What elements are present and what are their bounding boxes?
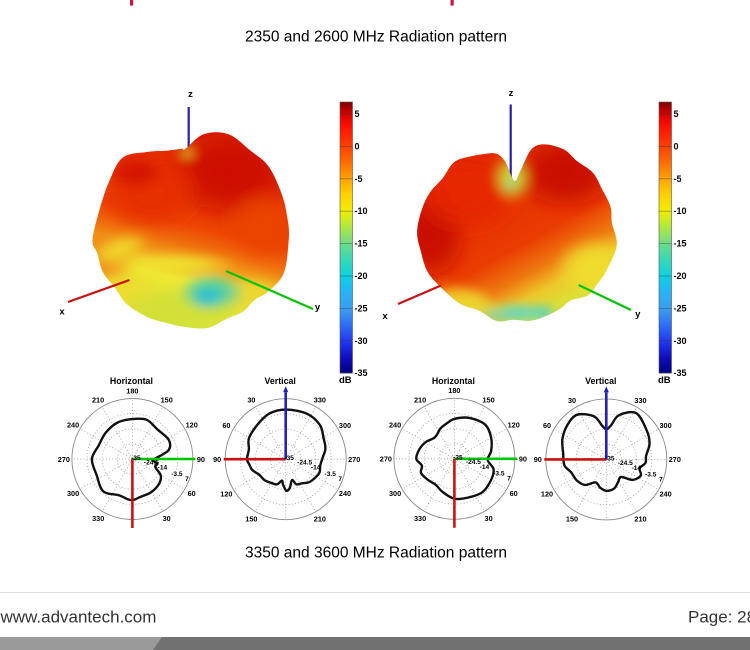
svg-text:120: 120	[220, 489, 232, 498]
svg-text:-14: -14	[632, 465, 642, 472]
svg-text:-35: -35	[453, 455, 463, 462]
svg-text:330: 330	[92, 514, 104, 523]
svg-text:300: 300	[339, 421, 351, 430]
svg-text:150: 150	[161, 396, 173, 405]
svg-text:-35: -35	[355, 368, 368, 378]
svg-text:60: 60	[222, 421, 230, 430]
svg-text:dB: dB	[339, 375, 352, 386]
svg-text:-25: -25	[355, 303, 368, 313]
svg-text:60: 60	[543, 421, 551, 430]
svg-text:270: 270	[669, 455, 681, 464]
svg-text:-30: -30	[355, 336, 368, 346]
svg-text:7: 7	[338, 476, 342, 483]
svg-text:120: 120	[541, 489, 553, 498]
svg-text:120: 120	[186, 421, 198, 430]
svg-text:0: 0	[355, 141, 360, 151]
svg-text:7: 7	[659, 476, 663, 483]
svg-text:-3.5: -3.5	[171, 471, 183, 478]
svg-text:-3.5: -3.5	[645, 471, 657, 478]
svg-text:-10: -10	[674, 206, 687, 216]
svg-text:Horizontal: Horizontal	[432, 376, 475, 386]
svg-text:330: 330	[314, 396, 326, 405]
svg-text:-3.5: -3.5	[493, 471, 505, 478]
svg-text:120: 120	[508, 420, 520, 429]
svg-text:-25: -25	[674, 303, 687, 313]
svg-text:-5: -5	[674, 174, 682, 184]
svg-text:30: 30	[485, 514, 493, 523]
svg-text:-24.5: -24.5	[466, 459, 481, 466]
svg-text:60: 60	[188, 489, 196, 498]
svg-text:30: 30	[163, 514, 171, 523]
svg-text:270: 270	[380, 455, 392, 464]
svg-text:-30: -30	[674, 336, 687, 346]
svg-text:30: 30	[247, 396, 255, 405]
svg-text:z: z	[509, 88, 514, 99]
svg-text:240: 240	[389, 420, 401, 429]
svg-text:-14: -14	[158, 464, 168, 471]
svg-text:30: 30	[568, 396, 576, 405]
svg-text:Horizontal: Horizontal	[110, 376, 153, 386]
svg-text:Vertical: Vertical	[585, 376, 616, 386]
svg-text:210: 210	[92, 396, 104, 405]
svg-text:y: y	[315, 302, 321, 313]
svg-text:x: x	[382, 311, 388, 322]
svg-text:210: 210	[414, 395, 426, 404]
svg-text:240: 240	[67, 421, 79, 430]
svg-text:www.advantech.com: www.advantech.com	[0, 608, 156, 627]
svg-text:-35: -35	[284, 455, 294, 462]
svg-text:180: 180	[448, 386, 460, 395]
svg-text:dB: dB	[658, 375, 671, 386]
svg-text:2350 and 2600 MHz Radiation pa: 2350 and 2600 MHz Radiation pattern	[245, 29, 507, 46]
svg-text:5: 5	[355, 109, 360, 119]
svg-text:Vertical: Vertical	[265, 376, 296, 386]
svg-text:300: 300	[660, 421, 672, 430]
svg-text:-35: -35	[605, 455, 615, 462]
svg-text:7: 7	[507, 476, 511, 483]
svg-text:-35: -35	[674, 368, 687, 378]
svg-text:180: 180	[126, 386, 138, 395]
svg-text:90: 90	[534, 455, 542, 464]
svg-text:-24.5: -24.5	[618, 460, 633, 467]
svg-text:-24.5: -24.5	[144, 459, 159, 466]
svg-text:-35: -35	[131, 455, 141, 462]
svg-text:300: 300	[389, 489, 401, 498]
svg-text:-14: -14	[480, 464, 490, 471]
svg-text:-10: -10	[355, 206, 368, 216]
svg-text:-14: -14	[311, 465, 321, 472]
svg-text:150: 150	[245, 514, 257, 523]
svg-text:60: 60	[510, 489, 518, 498]
svg-text:5: 5	[674, 109, 679, 119]
svg-text:270: 270	[348, 455, 360, 464]
svg-text:330: 330	[414, 514, 426, 523]
svg-text:-15: -15	[355, 239, 368, 249]
svg-text:210: 210	[634, 515, 646, 524]
svg-text:150: 150	[483, 395, 495, 404]
svg-text:-15: -15	[674, 239, 687, 249]
svg-text:210: 210	[314, 514, 326, 523]
svg-text:-20: -20	[355, 271, 368, 281]
svg-text:150: 150	[566, 515, 578, 524]
svg-text:Page: 28: Page: 28	[688, 608, 750, 627]
svg-text:-3.5: -3.5	[325, 471, 337, 478]
svg-text:90: 90	[197, 455, 205, 464]
svg-text:330: 330	[634, 396, 646, 405]
svg-text:z: z	[188, 89, 193, 100]
svg-text:0: 0	[674, 141, 679, 151]
svg-text:x: x	[59, 307, 65, 318]
svg-text:y: y	[635, 309, 641, 320]
svg-text:240: 240	[660, 489, 672, 498]
svg-text:270: 270	[58, 455, 70, 464]
svg-text:300: 300	[67, 489, 79, 498]
svg-text:-5: -5	[355, 174, 363, 184]
svg-text:-24.5: -24.5	[297, 460, 312, 467]
svg-text:240: 240	[339, 489, 351, 498]
svg-text:-20: -20	[674, 271, 687, 281]
svg-text:90: 90	[519, 455, 527, 464]
svg-text:90: 90	[213, 455, 221, 464]
svg-text:3350 and 3600 MHz Radiation pa: 3350 and 3600 MHz Radiation pattern	[245, 545, 507, 562]
svg-text:7: 7	[185, 476, 189, 483]
